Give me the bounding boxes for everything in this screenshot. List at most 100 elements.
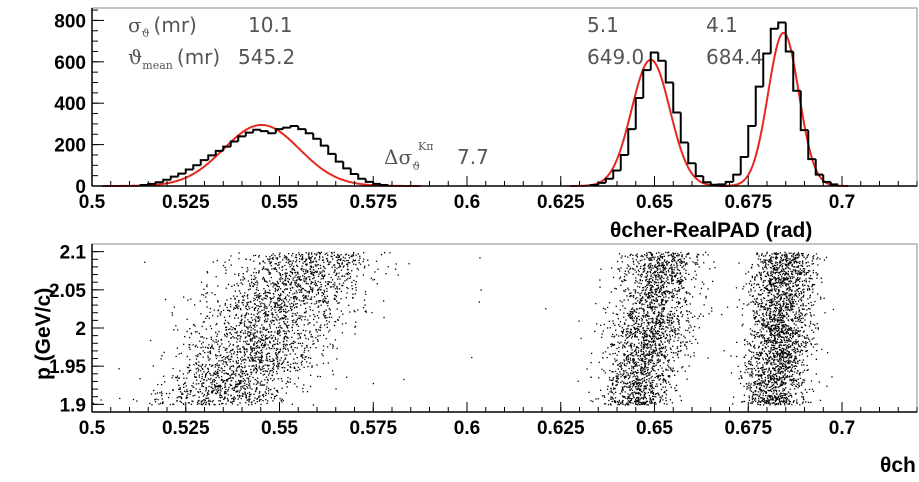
scatter-point (651, 265, 654, 267)
scatter-point (195, 362, 197, 364)
scatter-point (618, 363, 621, 365)
scatter-point (227, 328, 230, 331)
scatter-point (622, 389, 624, 391)
scatter-point (633, 383, 635, 385)
scatter-point (202, 356, 204, 358)
scatter-point (721, 313, 723, 316)
scatter-point (312, 261, 314, 263)
scatter-point (657, 287, 659, 290)
scatter-point (301, 257, 303, 260)
scatter-point (346, 259, 348, 262)
scatter-point (227, 357, 229, 359)
scatter-point (646, 256, 648, 259)
scatter-point (639, 330, 641, 333)
scatter-point (215, 339, 217, 341)
scatter-point (665, 274, 667, 276)
scatter-point (607, 347, 609, 349)
scatter-point (660, 281, 663, 283)
scatter-point (294, 256, 297, 258)
scatter-point (229, 351, 231, 353)
scatter-point (684, 337, 686, 339)
scatter-point (653, 272, 655, 274)
scatter-point (202, 368, 204, 371)
scatter-point (787, 273, 789, 275)
scatter-point (244, 374, 247, 376)
scatter-point (246, 271, 248, 273)
histogram-bin (679, 112, 689, 144)
scatter-point (326, 290, 328, 292)
scatter-point (669, 347, 672, 349)
scatter-point (650, 306, 652, 309)
scatter-point (629, 254, 631, 256)
scatter-point (654, 346, 656, 348)
scatter-point (661, 367, 663, 369)
scatter-point (671, 277, 673, 279)
scatter-point (649, 344, 651, 346)
scatter-point (629, 362, 631, 364)
scatter-point (696, 253, 699, 255)
scatter-point (672, 283, 674, 285)
scatter-point (210, 377, 212, 380)
scatter-point (316, 271, 318, 273)
scatter-point (220, 385, 222, 387)
scatter-point (293, 358, 295, 360)
scatter-point (692, 261, 694, 263)
scatter-point (327, 300, 329, 303)
scatter-point (639, 293, 641, 295)
scatter-point (207, 357, 209, 359)
scatter-point (630, 347, 632, 349)
scatter-point (249, 321, 251, 323)
scatter-point (640, 341, 643, 343)
scatter-point (657, 358, 660, 360)
scatter-point (780, 363, 782, 365)
scatter-point (253, 393, 255, 395)
scatter-point (650, 269, 652, 271)
scatter-point (297, 325, 300, 327)
scatter-point (664, 358, 666, 360)
scatter-point (305, 290, 307, 292)
scatter-point (215, 324, 217, 326)
scatter-point (266, 359, 268, 361)
scatter-point (670, 324, 672, 326)
scatter-point (635, 298, 637, 300)
scatter-point (689, 340, 691, 342)
scatter-point (315, 283, 318, 285)
histogram-bin (199, 159, 209, 166)
scatter-point (648, 282, 650, 284)
scatter-point (286, 325, 288, 327)
scatter-point (306, 282, 308, 284)
scatter-point (656, 362, 658, 364)
scatter-point (305, 297, 307, 300)
scatter-point (292, 324, 294, 326)
scatter-point (258, 359, 260, 361)
scatter-point (326, 283, 329, 285)
scatter-point (227, 309, 229, 311)
scatter-point (229, 401, 232, 403)
scatter-point (628, 385, 631, 387)
scatter-point (287, 350, 290, 352)
scatter-point (342, 284, 344, 287)
scatter-point (247, 343, 249, 345)
scatter-point (678, 286, 680, 289)
scatter-point (665, 380, 667, 382)
scatter-point (345, 297, 347, 299)
scatter-point (205, 373, 207, 376)
scatter-point (643, 303, 645, 305)
scatter-point (252, 337, 254, 339)
scatter-point (318, 311, 320, 313)
scatter-point (649, 389, 651, 391)
scatter-point (648, 395, 651, 397)
scatter-point (363, 267, 366, 269)
scatter-point (268, 346, 270, 349)
scatter-point (676, 315, 679, 317)
scatter-point (623, 360, 626, 362)
scatter-point (242, 276, 244, 278)
scatter-point (255, 319, 257, 322)
scatter-point (230, 326, 232, 328)
histogram-bins-group (139, 21, 839, 186)
scatter-point (676, 290, 679, 292)
scatter-point (654, 393, 657, 395)
scatter-point (303, 351, 305, 353)
separation-value: 7.7 (457, 145, 489, 169)
scatter-point (624, 255, 626, 257)
